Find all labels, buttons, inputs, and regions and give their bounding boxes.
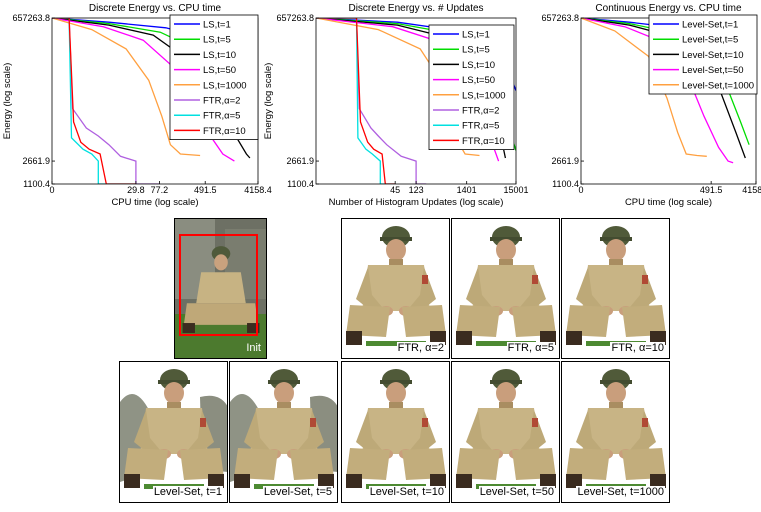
legend-entry: LS,t=1 [203,20,231,31]
x-axis-label: CPU time (log scale) [625,197,712,208]
legend-entry: Level-Set,t=10 [682,50,744,61]
thumbnail-label: Init [246,342,261,354]
chart-title: Continuous Energy vs. CPU time [595,3,742,14]
legend: LS,t=1 LS,t=5 LS,t=10 LS,t=50 LS,t=1000 FTR,α… [428,24,515,150]
thumbnail-label: FTR, α=5 [506,342,555,355]
legend-entry: Level-Set,t=50 [682,65,744,76]
series-line [52,18,160,184]
x-tick-label: 0 [49,185,54,195]
x-axis-label: CPU time (log scale) [111,197,198,208]
soldier-segmentation-image [566,369,666,489]
thumbnail-label: FTR, α=2 [396,342,445,355]
legend-entry: Level-Set,t=1000 [682,80,754,91]
chart-title: Discrete Energy vs. CPU time [89,3,222,14]
thumbnail-level-set-t-1000: Level-Set, t=1000 [561,361,670,503]
y-tick-label: 2661.9 [551,156,579,166]
thumbnail-level-set-t-5: Level-Set, t=5 [229,361,338,503]
chart-svg: Continuous Energy vs. CPU time 657263.8 26… [541,3,761,208]
y-axis-label: Energy (log scale) [2,63,13,140]
legend-entry: FTR,α=10 [462,136,505,147]
thumbnail-label: Level-Set, t=1000 [576,486,665,499]
series-line [52,18,136,184]
chart-continuous-energy-vs-cpu: Continuous Energy vs. CPU time 657263.8 26… [524,0,761,212]
x-tick-label: 45 [390,185,400,195]
legend-entry: LS,t=10 [462,60,495,71]
x-tick-label: 1401 [457,185,477,195]
y-axis-label: Energy (log scale) [263,63,274,140]
y-tick-label: 1100.4 [287,179,314,189]
legend-entry: Level-Set,t=5 [682,35,738,46]
soldier-segmentation-image [234,369,334,489]
y-tick-label: 657263.8 [541,13,579,23]
y-tick-label: 1100.4 [552,179,579,189]
thumbnail-label: FTR, α=10 [610,342,665,355]
thumbnail-level-set-t-50: Level-Set, t=50 [451,361,560,503]
legend-entry: LS,t=1 [462,30,490,41]
series-line [316,18,396,184]
series-line [52,18,136,184]
x-tick-label: 0 [578,185,583,195]
x-tick-label: 29.8 [127,185,145,195]
series-line [581,18,707,157]
x-tick-label: 491.5 [700,185,723,195]
x-tick-label: 4158.4 [742,185,761,195]
legend-entry: FTR,α=5 [462,121,499,132]
thumbnail-label: Level-Set, t=10 [368,486,445,499]
x-tick-label: 4158.4 [244,185,272,195]
soldier-segmentation-image [566,226,666,346]
series-line [52,18,201,157]
chart-title: Discrete Energy vs. # Updates [348,3,483,14]
series-line [316,18,396,184]
x-tick-label: 15001 [503,185,528,195]
legend-entry: FTR,α=5 [203,111,240,122]
legend-entry: LS,t=1000 [462,90,506,101]
thumbnail-init: Init [174,218,267,359]
y-tick-label: 657263.8 [276,13,314,23]
thumbnail-label: Level-Set, t=5 [262,486,333,499]
thumbnail-label: Level-Set, t=1 [152,486,223,499]
soldier-segmentation-image [346,369,446,489]
soldier-segmentation-image [346,226,446,346]
thumbnail-ftr-2: FTR, α=2 [341,218,450,359]
x-tick-label: 77.2 [151,185,169,195]
x-tick-label: 123 [409,185,424,195]
y-tick-label: 657263.8 [12,13,50,23]
legend: LS,t=1 LS,t=5 LS,t=10 LS,t=50 LS,t=1000 FTR,α… [169,14,259,140]
legend-entry: FTR,α=2 [203,96,240,107]
chart-discrete-energy-vs-updates: Discrete Energy vs. # Updates 657263.8 266… [262,0,529,212]
legend-entry: LS,t=50 [203,65,236,76]
series-line [581,18,734,164]
y-tick-label: 2661.9 [286,156,314,166]
chart-svg: Discrete Energy vs. # Updates 657263.8 266… [263,3,529,208]
soldier-segmentation-image [124,369,224,489]
legend-box [428,24,515,150]
legend-entry: LS,t=5 [462,45,490,56]
legend-entry: Level-Set,t=1 [682,20,738,31]
soldier-segmentation-image [456,369,556,489]
chart-svg: Discrete Energy vs. CPU time 657263.8 2661… [2,3,272,208]
soldier-segmentation-image [456,226,556,346]
legend-entry: LS,t=5 [203,35,231,46]
x-tick-label: 491.5 [194,185,217,195]
thumbnail-ftr-5: FTR, α=5 [451,218,560,359]
chart-discrete-energy-vs-cpu: Discrete Energy vs. CPU time 657263.8 2661… [0,0,272,212]
thumbnail-level-set-t-10: Level-Set, t=10 [341,361,450,503]
legend-entry: LS,t=10 [203,50,236,61]
thumbnail-level-set-t-1: Level-Set, t=1 [119,361,228,503]
legend-entry: LS,t=50 [462,75,495,86]
x-axis-label: Number of Histogram Updates (log scale) [329,197,504,208]
legend-entry: LS,t=1000 [203,80,247,91]
y-tick-label: 1100.4 [23,179,50,189]
legend-entry: FTR,α=10 [203,126,246,137]
soldier-photo-init [175,219,266,358]
thumbnail-label: Level-Set, t=50 [478,486,555,499]
legend: Level-Set,t=1 Level-Set,t=5 Level-Set,t=10… [648,14,758,95]
legend-box [169,14,259,140]
thumbnail-ftr-10: FTR, α=10 [561,218,670,359]
y-tick-label: 2661.9 [22,156,50,166]
legend-entry: FTR,α=2 [462,106,499,117]
series-line [316,18,427,184]
